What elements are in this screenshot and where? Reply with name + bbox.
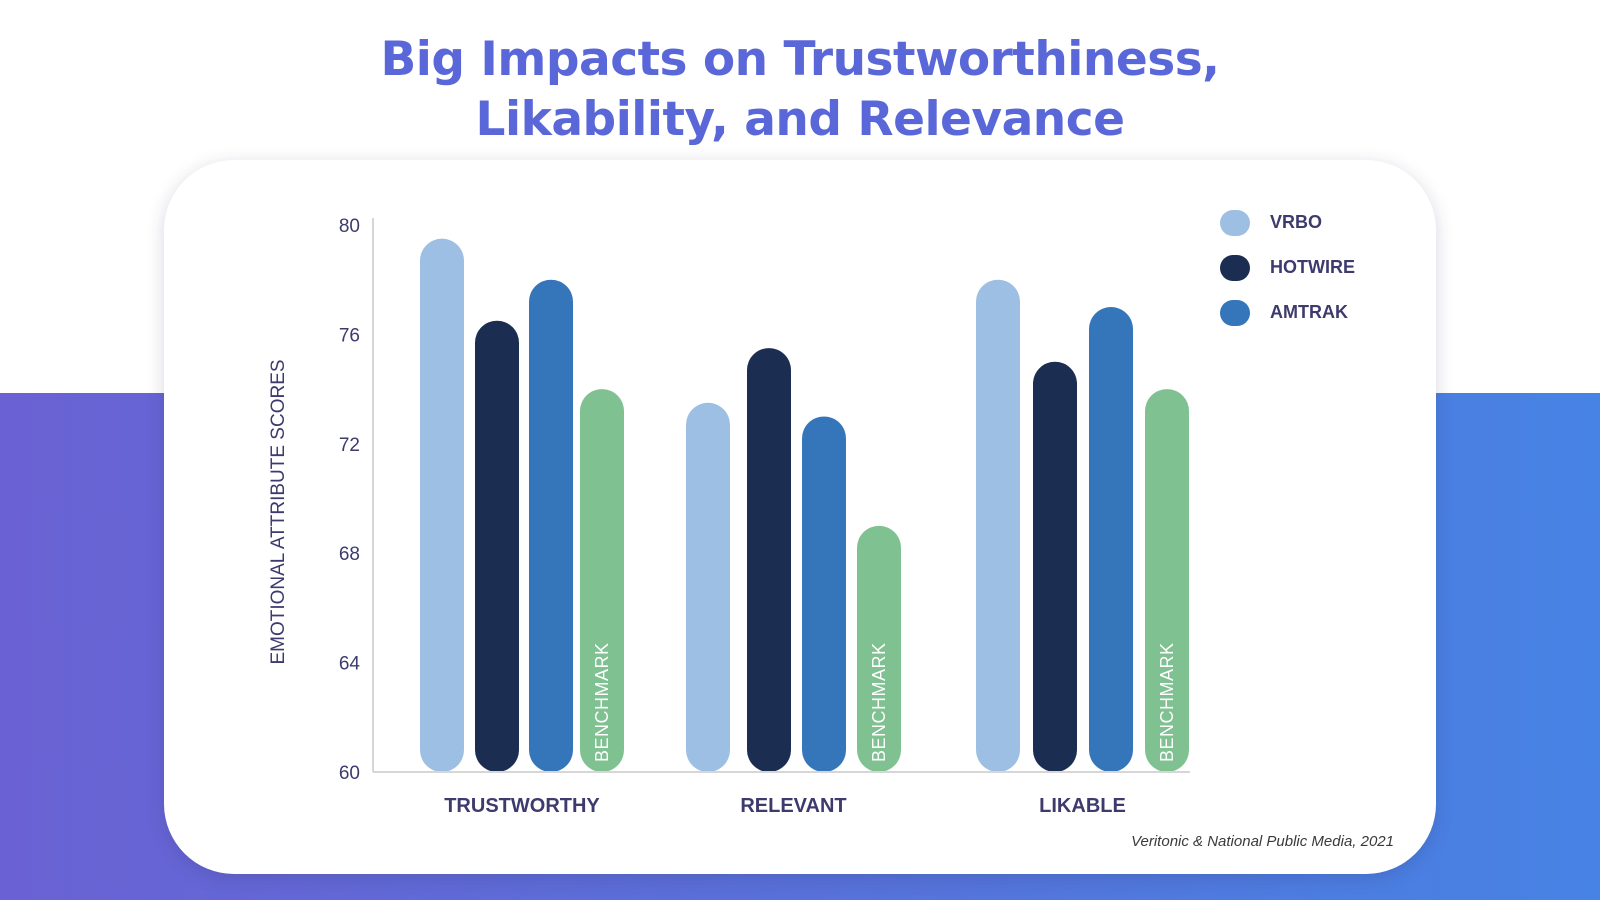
legend-item-hotwire: HOTWIRE [1220, 245, 1355, 290]
bar-benchmark-trustworthy [580, 389, 624, 772]
y-tick-label: 80 [339, 216, 360, 237]
page-title-line-1: Big Impacts on Trustworthiness, [380, 32, 1220, 87]
bar-hotwire-relevant [747, 348, 791, 772]
legend-label: AMTRAK [1270, 302, 1348, 322]
x-category-label-likable: LIKABLE [1039, 795, 1126, 817]
legend-swatch-amtrak [1220, 299, 1250, 326]
bar-benchmark-relevant [857, 525, 901, 772]
x-category-label-trustworthy: TRUSTWORTHY [444, 795, 600, 817]
y-tick-label: 76 [339, 325, 360, 346]
legend-label: VRBO [1270, 212, 1323, 232]
benchmark-bar-label: BENCHMARK [592, 642, 612, 762]
bar-vrbo-relevant [686, 402, 730, 772]
page-title: Big Impacts on Trustworthiness, Likabili… [0, 30, 1600, 150]
y-axis: 60 64 68 72 76 80 [339, 216, 374, 784]
legend-swatch-vrbo [1220, 209, 1250, 236]
benchmark-bar-label: BENCHMARK [1157, 642, 1177, 762]
bar-hotwire-likable [1033, 361, 1077, 772]
bar-hotwire-trustworthy [475, 320, 519, 772]
y-tick-label: 64 [339, 654, 361, 675]
x-category-label-relevant: RELEVANT [740, 795, 846, 817]
bar-vrbo-trustworthy [420, 238, 464, 773]
legend-item-amtrak: AMTRAK [1220, 290, 1355, 335]
legend-item-vrbo: VRBO [1220, 200, 1355, 245]
bar-vrbo-likable [976, 279, 1020, 772]
legend-swatch-hotwire [1220, 254, 1250, 281]
y-tick-label: 60 [339, 763, 360, 784]
chart-legend: VRBO HOTWIRE AMTRAK [1220, 200, 1355, 335]
page-title-line-2: Likability, and Relevance [475, 92, 1125, 147]
y-axis-title: EMOTIONAL ATTRIBUTE SCORES [268, 359, 289, 664]
bar-amtrak-likable [1089, 307, 1133, 772]
legend-label: HOTWIRE [1270, 257, 1355, 277]
chart-card [164, 160, 1436, 874]
bars: BENCHMARK BENCHMARK BENCHMARK [420, 238, 1189, 773]
y-tick-label: 68 [339, 544, 360, 565]
x-axis: TRUSTWORTHY RELEVANT LIKABLE [373, 771, 1190, 817]
bar-amtrak-trustworthy [529, 279, 573, 772]
benchmark-bar-label: BENCHMARK [869, 642, 889, 762]
source-citation: Veritonic & National Public Media, 2021 [1131, 833, 1394, 850]
bar-benchmark-likable [1145, 389, 1189, 772]
y-tick-label: 72 [339, 435, 360, 456]
bar-amtrak-relevant [802, 416, 846, 772]
